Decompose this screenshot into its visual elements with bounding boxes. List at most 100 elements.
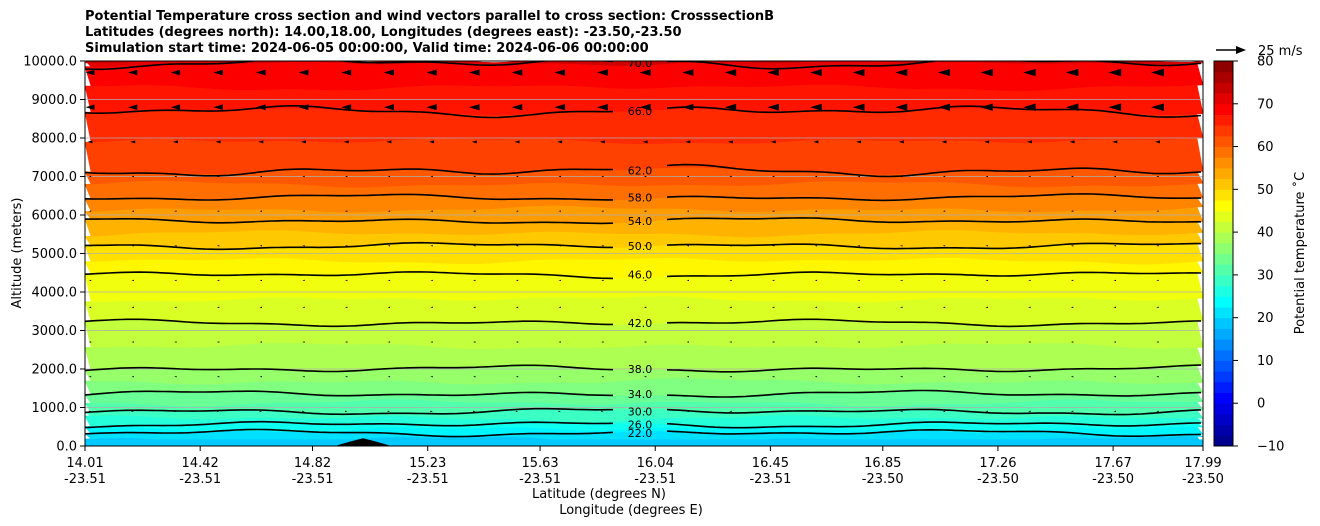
x-tick-label-lon: -23.51 (519, 472, 561, 487)
wind-vector (426, 69, 437, 76)
wind-vector (772, 306, 775, 309)
wind-vector (686, 306, 689, 309)
wind-vector (643, 306, 647, 309)
contour-line (666, 217, 1201, 224)
colorbar-band (1214, 371, 1233, 383)
colorbar-band (1214, 200, 1233, 212)
wind-vector (900, 410, 903, 413)
chart-title: Potential Temperature cross section and … (85, 9, 774, 57)
y-tick-label: 10000.0 (23, 55, 77, 70)
contour-band (85, 439, 1203, 446)
colorbar-band (1214, 135, 1233, 148)
wind-vector (131, 306, 134, 309)
wind-vector (814, 279, 818, 282)
wind-vector (1065, 68, 1079, 77)
wind-vector (1113, 375, 1116, 378)
wind-vector (814, 245, 818, 247)
wind-vector (515, 245, 519, 247)
wind-vector (772, 375, 775, 378)
wind-vector (1070, 306, 1074, 309)
wind-vector (985, 210, 988, 212)
wind-vector (259, 175, 262, 178)
wind-vector (88, 306, 92, 309)
wind-vector (942, 175, 946, 178)
wind-vector (984, 140, 990, 144)
contour-label: 54.0 (628, 215, 653, 228)
wind-vector (216, 175, 220, 178)
wind-vector (1156, 175, 1159, 178)
colorbar-band (1214, 125, 1233, 137)
wind-vector (772, 341, 775, 343)
wind-vector (430, 279, 433, 282)
wind-vector (471, 140, 477, 144)
contour-line (666, 428, 1202, 437)
wind-vector (558, 279, 561, 282)
wind-vector (772, 175, 775, 178)
wind-vector (473, 341, 476, 343)
wind-vector (213, 104, 223, 111)
y-tick-label: 6000.0 (32, 209, 78, 224)
wind-vector (298, 104, 309, 111)
wind-vector (558, 175, 561, 178)
wind-vector (772, 245, 775, 247)
colorbar-tick-label: 50 (1257, 183, 1274, 198)
colorbar-band (1214, 403, 1233, 415)
colorbar-band (1214, 274, 1233, 287)
wind-vector (686, 245, 689, 247)
contour-label: 50.0 (628, 240, 653, 253)
wind-vector (387, 279, 391, 282)
colorbar-band (1214, 253, 1233, 265)
wind-vector (554, 69, 566, 76)
wind-vector (430, 175, 433, 178)
wind-vector (430, 341, 433, 343)
title-line-2: Latitudes (degrees north): 14.00,18.00, … (85, 25, 682, 40)
x-tick-label-lon: -23.50 (862, 472, 904, 487)
wind-vector (1069, 140, 1075, 144)
wind-vector (639, 69, 651, 76)
wind-vector (558, 306, 561, 309)
contour-label: 22.0 (628, 427, 653, 440)
wind-reference-label: 25 m/s (1258, 44, 1303, 59)
wind-vector (341, 69, 352, 76)
wind-vector (511, 104, 523, 111)
wind-vector (643, 410, 647, 413)
wind-vector (511, 69, 523, 76)
wind-vector (900, 175, 903, 178)
colorbar-band (1214, 103, 1233, 115)
colorbar-band (1214, 157, 1233, 169)
wind-vector (596, 103, 608, 111)
wind-vector (857, 279, 860, 282)
wind-vector (473, 175, 476, 178)
colorbar-band (1214, 242, 1233, 254)
contour-line (666, 421, 1201, 429)
contour-line (85, 407, 613, 416)
wind-vector (215, 140, 221, 144)
contour-label: 46.0 (628, 269, 653, 282)
wind-vector (980, 103, 993, 111)
wind-vector (515, 341, 519, 343)
wind-vector (383, 104, 394, 111)
wind-vector (985, 175, 988, 178)
wind-vector (469, 69, 480, 76)
wind-vector (387, 175, 391, 178)
wind-vector (345, 375, 348, 378)
wind-vector (942, 410, 946, 413)
wind-vector (174, 245, 177, 247)
wind-vector (685, 140, 691, 144)
wind-vector (1108, 68, 1122, 77)
wind-vector (426, 104, 437, 111)
wind-vector (643, 210, 647, 212)
wind-vector (216, 245, 220, 247)
wind-vector (429, 140, 435, 144)
wind-vector (515, 175, 519, 178)
x-tick-label-lat: 17.99 (1184, 456, 1221, 471)
wind-vector (387, 245, 391, 247)
colorbar-band (1214, 296, 1233, 308)
x-tick-label-lon: -23.51 (407, 472, 449, 487)
colorbar-band (1214, 232, 1233, 244)
wind-vector (557, 140, 563, 144)
wind-vector (857, 175, 860, 178)
contour-line (666, 318, 1202, 328)
wind-vector (128, 69, 138, 76)
wind-vector (473, 210, 476, 212)
